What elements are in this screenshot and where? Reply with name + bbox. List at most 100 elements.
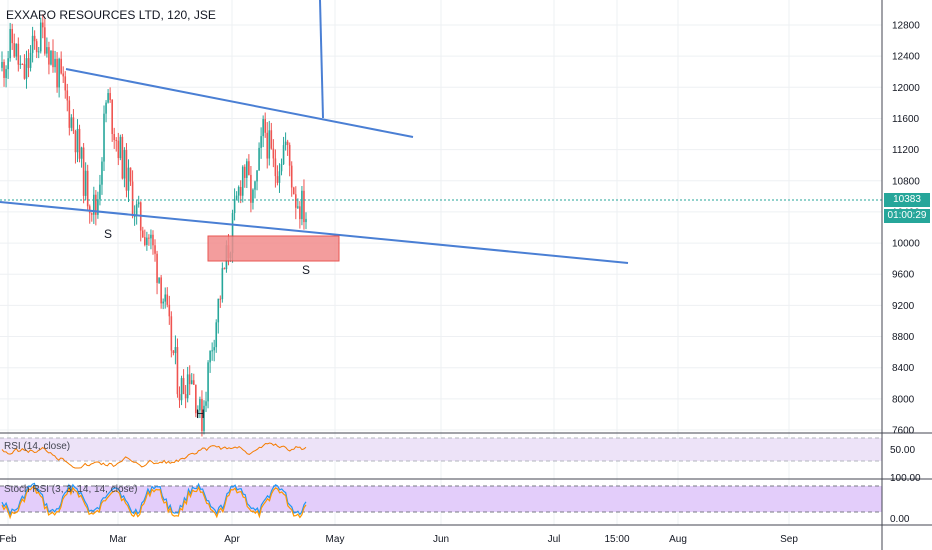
upper-trendline[interactable] <box>65 68 414 138</box>
candle-body[interactable] <box>176 347 179 395</box>
candle-body[interactable] <box>164 294 167 302</box>
candle-body[interactable] <box>207 362 209 402</box>
candle-body[interactable] <box>21 63 24 65</box>
candle-body[interactable] <box>235 195 238 199</box>
candle-body[interactable] <box>305 218 307 223</box>
candle-body[interactable] <box>252 189 254 203</box>
candle-body[interactable] <box>286 141 289 145</box>
candle-body[interactable] <box>76 128 79 153</box>
candle-body[interactable] <box>180 378 183 401</box>
candle-body[interactable] <box>276 176 279 183</box>
candle-body[interactable] <box>299 206 301 220</box>
candles[interactable] <box>1 14 307 437</box>
candle-body[interactable] <box>168 304 171 317</box>
candle-body[interactable] <box>62 73 65 77</box>
candle-body[interactable] <box>101 161 103 185</box>
candle-body[interactable] <box>131 181 134 217</box>
candle-body[interactable] <box>141 230 144 238</box>
candle-body[interactable] <box>39 22 42 52</box>
candle-body[interactable] <box>33 35 36 42</box>
candle-body[interactable] <box>256 170 258 182</box>
candle-body[interactable] <box>280 164 283 172</box>
candle-body[interactable] <box>205 401 207 406</box>
candle-body[interactable] <box>50 50 52 65</box>
candle-body[interactable] <box>29 52 32 68</box>
candle-body[interactable] <box>197 410 199 414</box>
candle-body[interactable] <box>97 199 99 215</box>
candle-body[interactable] <box>113 133 116 141</box>
candle-body[interactable] <box>303 190 305 223</box>
candle-body[interactable] <box>54 58 56 68</box>
candle-body[interactable] <box>290 165 293 188</box>
candle-body[interactable] <box>166 294 169 305</box>
candle-body[interactable] <box>60 58 62 74</box>
candle-body[interactable] <box>158 277 160 283</box>
candle-body[interactable] <box>146 237 148 245</box>
candle-body[interactable] <box>174 347 177 354</box>
candle-body[interactable] <box>195 384 197 414</box>
candle-body[interactable] <box>42 22 44 28</box>
candle-body[interactable] <box>186 374 189 399</box>
candle-body[interactable] <box>301 190 303 220</box>
price-axis[interactable]: 1280012400120001160011200108001040010000… <box>892 21 920 437</box>
candle-body[interactable] <box>288 144 291 166</box>
candle-body[interactable] <box>215 322 218 348</box>
candle-body[interactable] <box>192 380 195 385</box>
candle-body[interactable] <box>46 47 48 54</box>
candle-body[interactable] <box>294 194 297 208</box>
vertical-line[interactable] <box>319 0 324 119</box>
candle-body[interactable] <box>184 394 187 399</box>
candle-body[interactable] <box>70 117 73 128</box>
candle-body[interactable] <box>188 374 191 385</box>
candle-body[interactable] <box>117 140 120 159</box>
candle-body[interactable] <box>268 130 271 159</box>
candle-body[interactable] <box>254 181 256 190</box>
candle-body[interactable] <box>27 58 30 68</box>
candle-body[interactable] <box>78 128 81 159</box>
candle-body[interactable] <box>282 145 285 165</box>
stoch-pane[interactable] <box>0 482 882 520</box>
candle-body[interactable] <box>48 47 50 65</box>
candle-body[interactable] <box>237 186 240 196</box>
candle-body[interactable] <box>239 186 242 196</box>
candle-body[interactable] <box>72 117 75 131</box>
candle-body[interactable] <box>170 316 173 351</box>
drawings[interactable] <box>0 0 629 264</box>
candle-body[interactable] <box>162 301 164 304</box>
candle-body[interactable] <box>23 64 26 79</box>
candle-body[interactable] <box>3 61 5 78</box>
candle-body[interactable] <box>19 63 22 65</box>
candle-body[interactable] <box>15 43 18 57</box>
candle-body[interactable] <box>133 216 136 218</box>
candle-body[interactable] <box>105 102 107 114</box>
candle-body[interactable] <box>154 245 156 254</box>
candle-body[interactable] <box>272 148 275 159</box>
candle-body[interactable] <box>119 136 122 159</box>
candle-body[interactable] <box>250 174 252 203</box>
candle-body[interactable] <box>221 268 224 300</box>
candle-body[interactable] <box>80 147 83 159</box>
candle-body[interactable] <box>258 147 260 171</box>
candle-body[interactable] <box>156 253 158 283</box>
candle-body[interactable] <box>13 43 16 57</box>
time-axis[interactable]: Feb Mar Apr May Jun Jul 15:00 Aug Sep <box>0 534 798 545</box>
candle-body[interactable] <box>25 58 28 79</box>
candle-body[interactable] <box>211 350 213 352</box>
candle-body[interactable] <box>64 76 67 91</box>
candle-body[interactable] <box>35 41 38 53</box>
candle-body[interactable] <box>203 405 205 431</box>
rsi-label[interactable]: RSI (14, close) <box>4 441 71 452</box>
candle-body[interactable] <box>201 398 203 431</box>
candle-body[interactable] <box>103 113 105 162</box>
candle-body[interactable] <box>241 166 244 196</box>
candle-body[interactable] <box>266 132 269 159</box>
candle-body[interactable] <box>199 398 201 411</box>
candle-body[interactable] <box>9 28 11 59</box>
candle-body[interactable] <box>278 171 281 183</box>
candle-body[interactable] <box>284 141 287 146</box>
candle-body[interactable] <box>292 187 295 195</box>
candle-body[interactable] <box>219 298 222 300</box>
lower-trendline[interactable] <box>0 201 629 264</box>
candle-body[interactable] <box>182 378 185 395</box>
